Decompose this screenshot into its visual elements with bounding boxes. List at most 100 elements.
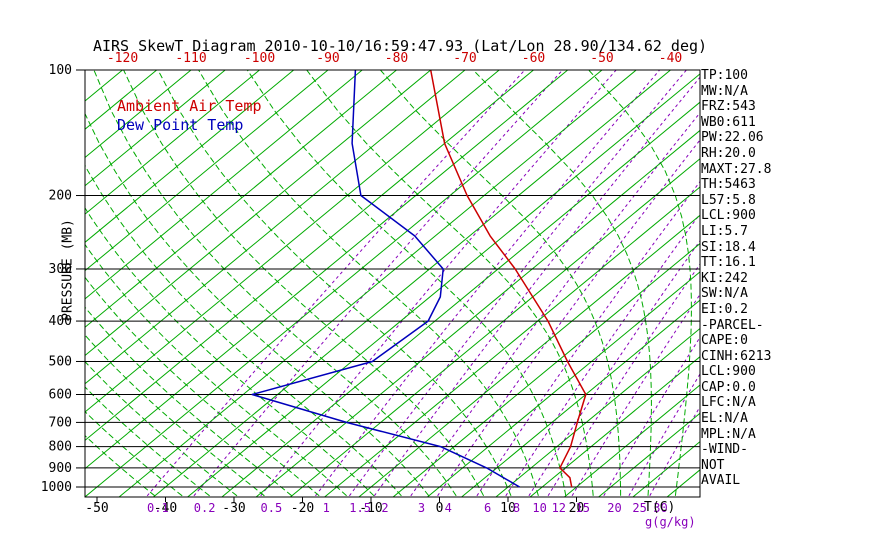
isotherm-line bbox=[461, 299, 700, 497]
bottom-temp-label: 20 bbox=[569, 501, 585, 516]
stat-line: -WIND- bbox=[701, 442, 748, 458]
mixing-ratio-label: 1 bbox=[323, 501, 330, 515]
moist-adiabat-line bbox=[588, 70, 692, 496]
moist-adiabat-line bbox=[198, 70, 539, 496]
pressure-label: 600 bbox=[49, 388, 72, 403]
mixing-ratio-label: 2 bbox=[381, 501, 388, 515]
stat-line: MPL:N/A bbox=[701, 426, 756, 442]
stat-line: SI:18.4 bbox=[701, 239, 756, 255]
mixing-ratio-label: 12 bbox=[552, 501, 566, 515]
stat-line: TH:5463 bbox=[701, 177, 756, 193]
stat-line: CINH:6213 bbox=[701, 348, 772, 364]
pressure-label: 700 bbox=[49, 415, 72, 430]
isotherm-line bbox=[427, 271, 700, 497]
top-temp-label: -80 bbox=[385, 51, 408, 66]
plot-area bbox=[85, 70, 700, 497]
bottom-temp-label: -30 bbox=[222, 501, 245, 516]
mixing-ratio-line bbox=[571, 293, 700, 497]
stat-line: LCL:900 bbox=[701, 364, 756, 380]
bottom-temp-label: -20 bbox=[291, 501, 314, 516]
moist-adiabat-line bbox=[85, 334, 265, 497]
plot-border bbox=[84, 69, 701, 498]
pressure-label: 900 bbox=[49, 461, 72, 476]
isotherm-line bbox=[85, 70, 260, 215]
pressure-label: 200 bbox=[49, 189, 72, 204]
stat-line: EL:N/A bbox=[701, 411, 748, 427]
mixing-ratio-label: 20 bbox=[607, 501, 621, 515]
mixing-ratio-line bbox=[193, 70, 563, 497]
mixing-ratio-label: 0.5 bbox=[261, 501, 283, 515]
isotherm-line bbox=[564, 384, 700, 497]
pressure-label: 400 bbox=[49, 314, 72, 329]
stat-line: EI:0.2 bbox=[701, 301, 748, 317]
isotherm-line bbox=[290, 158, 700, 497]
mixing-ratio-line bbox=[628, 373, 700, 497]
mixing-ratio-line bbox=[410, 111, 700, 497]
top-temp-label: -100 bbox=[244, 51, 275, 66]
moist-adiabat-line bbox=[85, 386, 210, 497]
stat-line: RH:20.0 bbox=[701, 145, 756, 161]
dew-point-curve bbox=[251, 70, 520, 488]
isotherm-line bbox=[529, 356, 700, 497]
moist-adiabat-line bbox=[472, 70, 652, 496]
isotherm-line bbox=[495, 327, 700, 497]
bottom-temp-label: -50 bbox=[85, 501, 108, 516]
bottom-temp-label: 0 bbox=[436, 501, 444, 516]
moist-adiabat-line bbox=[157, 70, 512, 496]
stat-line: WB0:611 bbox=[701, 114, 756, 130]
ambient-temp-curve bbox=[429, 70, 587, 488]
mixing-ratio-axis-unit: g(g/kg) bbox=[645, 515, 696, 529]
mixing-ratio-label: 0.2 bbox=[194, 501, 216, 515]
bottom-temp-label: 10 bbox=[500, 501, 516, 516]
isotherm-line bbox=[85, 70, 329, 272]
isotherm-line bbox=[85, 70, 192, 159]
isotherm-line bbox=[85, 70, 534, 442]
mixing-ratio-line bbox=[528, 239, 700, 497]
isotherm-line bbox=[324, 186, 700, 497]
isotherm-line bbox=[85, 70, 569, 470]
stat-line: LFC:N/A bbox=[701, 395, 756, 411]
isotherm-line bbox=[598, 412, 700, 497]
mixing-ratio-line bbox=[315, 70, 660, 497]
stat-line: TP:100 bbox=[701, 68, 748, 83]
isotherm-line bbox=[85, 70, 226, 187]
pressure-label: 800 bbox=[49, 440, 72, 455]
moist-adiabat-line bbox=[85, 112, 430, 497]
top-temp-label: -40 bbox=[659, 51, 682, 66]
top-temp-label: -50 bbox=[590, 51, 613, 66]
pressure-axis-title: PRESSURE (MB) bbox=[60, 219, 76, 321]
mixing-ratio-line bbox=[505, 213, 700, 497]
moist-adiabat-line bbox=[85, 435, 156, 497]
legend-ambient-air-temp: Ambient Air Temp bbox=[117, 97, 262, 115]
isotherm-line bbox=[118, 70, 637, 497]
isotherm-line bbox=[85, 70, 158, 130]
isotherm-line bbox=[85, 70, 295, 243]
stat-line: SW:N/A bbox=[701, 286, 748, 302]
mixing-ratio-line bbox=[437, 139, 700, 497]
stat-line: MAXT:27.8 bbox=[701, 161, 772, 177]
pressure-label: 100 bbox=[49, 63, 72, 78]
moist-adiabat-line bbox=[306, 70, 594, 496]
moist-adiabat-line bbox=[85, 410, 183, 497]
isotherm-line bbox=[358, 214, 700, 497]
stat-line: MW:N/A bbox=[701, 83, 748, 99]
stat-line: LCL:900 bbox=[701, 208, 756, 224]
isotherm-line bbox=[85, 70, 603, 497]
mixing-ratio-line bbox=[603, 336, 700, 497]
pressure-label: 300 bbox=[49, 262, 72, 277]
isotherm-line bbox=[221, 101, 700, 497]
moist-adiabat-line bbox=[123, 70, 485, 497]
pressure-label: 500 bbox=[49, 355, 72, 370]
mixing-ratio-label: 15 bbox=[576, 501, 590, 515]
top-temp-label: -90 bbox=[316, 51, 339, 66]
stat-line: CAP:0.0 bbox=[701, 379, 756, 395]
moist-adiabat-line bbox=[85, 207, 375, 497]
top-temp-label: -120 bbox=[107, 51, 138, 66]
stat-line: PW:22.06 bbox=[701, 130, 764, 146]
isotherm-line bbox=[255, 129, 700, 497]
stat-line: FRZ:543 bbox=[701, 99, 756, 115]
mixing-ratio-label: 25 bbox=[632, 501, 646, 515]
top-temp-label: -60 bbox=[522, 51, 545, 66]
